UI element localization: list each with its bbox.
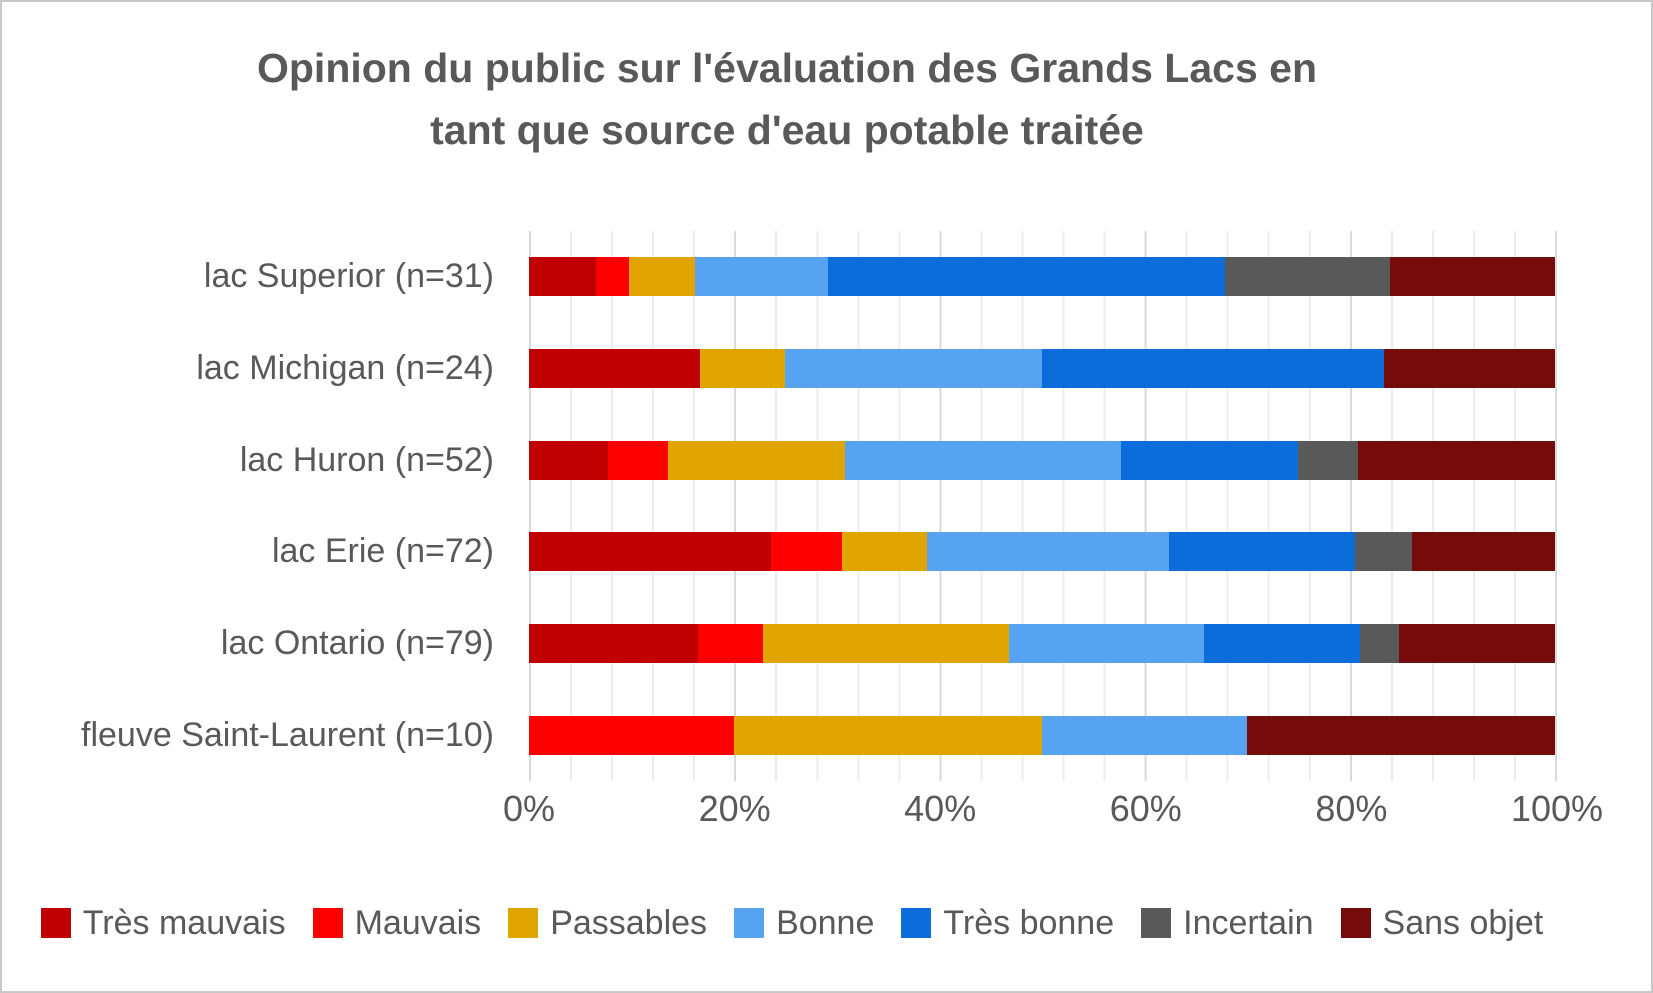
stacked-bar-lac-ontario-n-79 bbox=[529, 624, 1555, 663]
bar-segment-bonne bbox=[695, 257, 828, 297]
bar-segment-tres-bonne bbox=[1041, 349, 1384, 388]
category-label-lac-michigan-n-24: lac Michigan (n=24) bbox=[196, 348, 494, 387]
bar-segment-sans-objet bbox=[1247, 715, 1555, 755]
legend-item-passables: Passables bbox=[508, 904, 707, 943]
legend-label: Très mauvais bbox=[82, 903, 286, 942]
x-axis-tick-label-0: 0% bbox=[502, 788, 556, 829]
bar-segment-passables bbox=[841, 532, 928, 572]
stacked-bar-lac-huron-n-52 bbox=[529, 440, 1555, 480]
stacked-bar-lac-superior-n-31 bbox=[529, 257, 1555, 297]
bar-segment-tres-mauvais bbox=[529, 532, 772, 572]
legend-swatch-icon bbox=[508, 908, 539, 938]
legend-item-bonne: Bonne bbox=[734, 904, 874, 943]
bar-segment-bonne bbox=[844, 440, 1121, 480]
legend-item-sans-objet: Sans objet bbox=[1340, 903, 1544, 943]
x-axis-tick-label-60: 60% bbox=[1109, 788, 1182, 829]
x-axis-tick-label-40: 40% bbox=[904, 788, 977, 829]
bar-segment-tres-mauvais bbox=[529, 440, 608, 480]
legend-swatch-icon bbox=[1340, 908, 1371, 938]
legend-label: Sans objet bbox=[1382, 903, 1544, 942]
legend-swatch-icon bbox=[40, 908, 71, 938]
bar-segment-tres-bonne bbox=[1204, 624, 1361, 663]
bar-segment-passables bbox=[734, 715, 1042, 755]
chart-title: Opinion du public sur l'évaluation des G… bbox=[2, 38, 1572, 161]
legend-item-mauvais: Mauvais bbox=[312, 903, 482, 943]
category-label-lac-superior-n-31: lac Superior (n=31) bbox=[203, 257, 494, 296]
x-axis: 0% 20% 40% 60% 80% 100% bbox=[503, 788, 1603, 838]
legend-label: Très bonne bbox=[943, 903, 1115, 942]
legend-label: Mauvais bbox=[354, 903, 482, 942]
legend-swatch-icon bbox=[312, 908, 343, 938]
bar-segment-tres-mauvais bbox=[529, 624, 699, 663]
stacked-bar-lac-michigan-n-24 bbox=[529, 349, 1555, 388]
legend-item-tres-mauvais: Très mauvais bbox=[40, 903, 286, 943]
bar-segment-tres-bonne bbox=[1169, 532, 1355, 572]
legend-item-incertain: Incertain bbox=[1141, 903, 1314, 943]
chart-title-line-2: tant que source d'eau potable traitée bbox=[430, 106, 1144, 153]
bar-segment-bonne bbox=[927, 532, 1170, 572]
bar-segment-sans-objet bbox=[1383, 349, 1555, 388]
legend: Très mauvais Mauvais Passables Bonne Très bo… bbox=[2, 895, 1582, 951]
legend-swatch-icon bbox=[734, 908, 765, 938]
bar-segment-bonne bbox=[785, 349, 1042, 388]
bar-segment-incertain bbox=[1360, 624, 1399, 663]
bar-segment-bonne bbox=[1041, 715, 1248, 755]
bar-segment-mauvais bbox=[595, 257, 629, 297]
bar-segment-tres-mauvais bbox=[529, 257, 596, 297]
category-label-lac-huron-n-52: lac Huron (n=52) bbox=[239, 440, 494, 479]
category-label-lac-erie-n-72: lac Erie (n=72) bbox=[271, 532, 494, 571]
category-label-lac-ontario-n-79: lac Ontario (n=79) bbox=[220, 623, 494, 662]
legend-label: Incertain bbox=[1183, 903, 1314, 942]
bar-segment-tres-mauvais bbox=[529, 349, 701, 388]
bar-segment-mauvais bbox=[529, 715, 735, 755]
x-axis-tick-label-100: 100% bbox=[1510, 788, 1604, 829]
bar-segment-passables bbox=[762, 624, 1010, 663]
chart-title-line-1: Opinion du public sur l'évaluation des G… bbox=[257, 45, 1317, 91]
bar-segment-passables bbox=[667, 440, 845, 480]
bar-segment-mauvais bbox=[608, 440, 668, 480]
bar-segment-sans-objet bbox=[1412, 532, 1555, 572]
bar-segment-incertain bbox=[1224, 257, 1390, 297]
legend-label: Passables bbox=[550, 903, 708, 942]
bar-segment-tres-bonne bbox=[1120, 440, 1299, 480]
bar-segment-mauvais bbox=[698, 624, 763, 663]
bar-segment-sans-objet bbox=[1399, 624, 1555, 663]
x-axis-tick-label-80: 80% bbox=[1315, 788, 1388, 829]
bar-segment-passables bbox=[628, 257, 696, 297]
bar-segment-sans-objet bbox=[1357, 440, 1555, 480]
x-axis-tick-label-20: 20% bbox=[698, 788, 771, 829]
legend-swatch-icon bbox=[1141, 908, 1172, 938]
plot-area bbox=[529, 231, 1557, 781]
legend-swatch-icon bbox=[901, 908, 932, 938]
legend-label: Bonne bbox=[776, 903, 875, 942]
stacked-bar-fleuve-saint-laurent-n-10 bbox=[529, 715, 1555, 755]
stacked-bar-lac-erie-n-72 bbox=[529, 532, 1555, 572]
category-axis: lac Superior (n=31) lac Michigan (n=24) la… bbox=[2, 231, 494, 781]
category-label-fleuve-saint-laurent-n-10: fleuve Saint-Laurent (n=10) bbox=[81, 715, 494, 754]
bar-segment-mauvais bbox=[771, 532, 842, 572]
bar-segment-sans-objet bbox=[1389, 257, 1555, 297]
bar-segment-incertain bbox=[1354, 532, 1413, 572]
bar-segment-tres-bonne bbox=[827, 257, 1225, 297]
bar-segment-incertain bbox=[1298, 440, 1358, 480]
legend-item-tres-bonne: Très bonne bbox=[901, 904, 1114, 943]
bar-segment-bonne bbox=[1009, 624, 1205, 663]
bar-segment-passables bbox=[700, 349, 786, 388]
